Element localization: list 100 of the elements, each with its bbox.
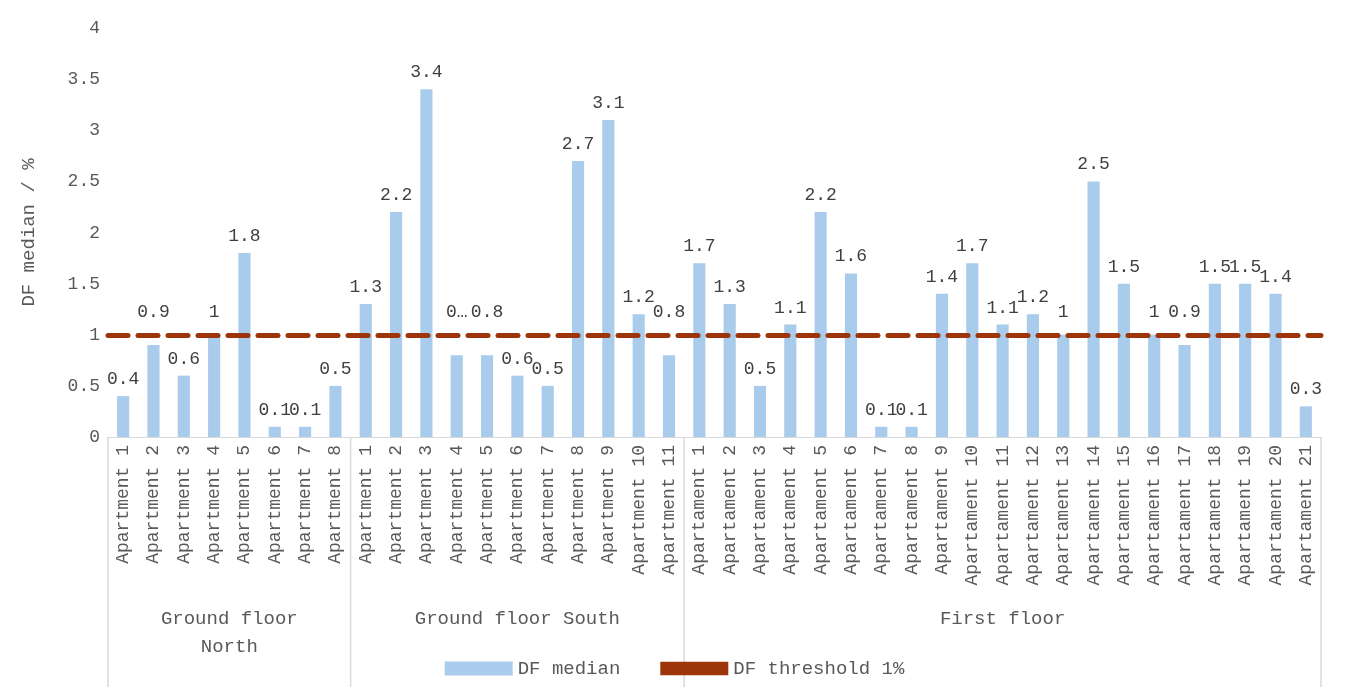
y-tick-label: 2.5 (67, 171, 100, 192)
bar (1117, 283, 1130, 437)
data-label: 0… (445, 301, 468, 322)
data-label: 1 (1148, 301, 1160, 322)
bar (571, 160, 585, 437)
bar (117, 396, 130, 437)
bar (1208, 283, 1221, 437)
data-label: 0.8 (652, 301, 686, 322)
data-label: 0.9 (137, 301, 170, 322)
bar (1178, 344, 1191, 437)
bar (268, 426, 281, 437)
bar (450, 355, 463, 437)
bar (1057, 334, 1070, 437)
x-tick-label: Apartament 21 (1295, 445, 1316, 586)
data-label: 0.4 (106, 369, 140, 390)
x-tick-label: Apartament 5 (810, 445, 831, 575)
data-label: 1 (1057, 301, 1069, 322)
bar (299, 426, 312, 437)
bar (723, 304, 736, 437)
data-label: 1.3 (349, 277, 382, 298)
bar (1239, 283, 1252, 437)
data-label: 1 (208, 301, 220, 322)
data-label: 3.1 (592, 93, 625, 114)
x-tick-label: Apartament 10 (962, 445, 983, 586)
data-label: 0.5 (319, 358, 352, 379)
text: Ground floor North (160, 608, 298, 658)
x-tick-label: Apartment 2 (386, 445, 407, 564)
x-tick-label: Apartment 8 (325, 445, 346, 564)
bar (177, 375, 190, 437)
x-tick-label: Apartament 15 (1113, 445, 1134, 586)
bar (1087, 181, 1100, 437)
x-tick-label: Apartament 18 (1204, 445, 1225, 586)
bar (996, 324, 1009, 437)
y-tick-label: 1 (89, 324, 100, 345)
x-tick-label: Apartment 6 (507, 445, 528, 564)
bar (390, 212, 403, 437)
legend-label: DF median (517, 657, 621, 680)
bar (966, 263, 979, 437)
y-axis-title: DF median / % (17, 157, 40, 307)
bar (602, 120, 615, 437)
bar (753, 385, 767, 437)
data-label: 1.2 (1016, 287, 1050, 308)
x-tick-label: Apartament 13 (1053, 445, 1074, 586)
x-tick-label: Apartment 8 (568, 445, 589, 564)
legend-label: DF threshold 1% (733, 657, 905, 680)
y-tick-label: 0.5 (67, 375, 100, 396)
x-tick-label: Apartament 19 (1235, 445, 1256, 586)
data-label: 0.5 (743, 358, 777, 379)
data-label: 1.6 (834, 246, 868, 267)
bar (875, 426, 888, 437)
bar (329, 385, 342, 437)
x-tick-label: Apartament 20 (1265, 445, 1286, 586)
bar (147, 344, 160, 437)
bar (511, 375, 524, 437)
x-tick-label: Apartament 12 (1022, 445, 1043, 586)
y-tick-label: 3.5 (67, 69, 100, 90)
x-tick-label: Apartament 6 (840, 445, 861, 575)
data-label: 0.1 (865, 399, 898, 420)
bar (1269, 293, 1282, 437)
y-tick-label: 3 (89, 120, 100, 141)
bar (481, 355, 494, 437)
data-label: 0.3 (1289, 379, 1323, 400)
data-label: 2.2 (379, 185, 413, 206)
data-label: 3.4 (410, 62, 443, 83)
data-label: 1.7 (956, 236, 989, 257)
data-label: 1.4 (1259, 266, 1292, 287)
x-tick-label: Apartment 9 (598, 445, 619, 564)
bar (935, 293, 948, 437)
data-label: 1.1 (774, 297, 807, 318)
data-label: 0.1 (258, 399, 291, 420)
x-tick-label: Apartment 11 (659, 445, 680, 575)
text: First floor (939, 608, 1066, 630)
x-tick-label: Apartament 17 (1174, 445, 1195, 586)
bar (541, 385, 554, 437)
data-label: 1.5 (1107, 256, 1141, 277)
y-tick-label: 2 (89, 222, 100, 243)
data-label: 2.2 (804, 185, 837, 206)
bar (632, 314, 645, 437)
x-tick-label: Apartment 1 (113, 445, 134, 564)
bar (238, 252, 251, 437)
y-tick-label: 4 (89, 18, 100, 38)
x-tick-label: Apartament 7 (871, 445, 892, 575)
x-tick-label: Apartment 1 (355, 445, 376, 564)
x-tick-label: Apartment 10 (628, 445, 649, 575)
data-label: 2.5 (1077, 154, 1110, 175)
y-tick-label: 1.5 (67, 273, 100, 294)
x-tick-label: Apartment 5 (477, 445, 498, 564)
bar (1299, 406, 1312, 437)
x-tick-label: Apartament 4 (780, 445, 801, 575)
x-tick-label: Apartament 8 (901, 445, 922, 575)
data-label: 0.8 (470, 301, 504, 322)
x-tick-label: Apartment 3 (416, 445, 437, 564)
data-label: 1.2 (622, 287, 655, 308)
y-tick-label: 0 (89, 427, 100, 447)
data-label: 0.1 (895, 399, 928, 420)
bar (693, 263, 706, 437)
x-tick-label: Apartament 1 (689, 445, 710, 575)
bar (359, 304, 372, 437)
x-tick-label: Apartment 2 (143, 445, 164, 564)
data-label: 1.4 (925, 266, 959, 287)
